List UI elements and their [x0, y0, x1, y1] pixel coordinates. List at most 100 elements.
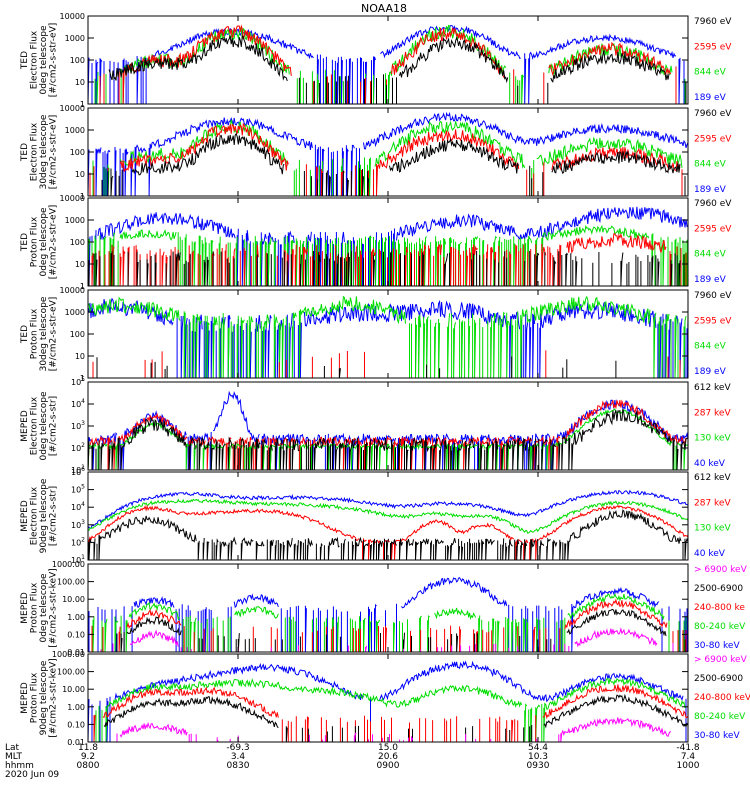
- y-tick-label: 10: [75, 352, 85, 361]
- y-tick-label: 105: [71, 376, 85, 387]
- footer-row-label: Lat: [5, 743, 20, 753]
- series-line-black: [88, 408, 688, 470]
- y-tick-label: 1.00: [67, 613, 85, 622]
- y-tick-label: 0.10: [67, 720, 85, 729]
- series-line-black: [96, 356, 617, 378]
- y-tick-label: 10000: [60, 286, 85, 295]
- legend-entry: > 6900 keV: [694, 655, 748, 665]
- y-axis-label: TEDProton Flux30deg telescope[#/cm2-s-st…: [20, 296, 59, 371]
- y-tick-label: 0.01: [67, 648, 85, 657]
- y-axis-label: TEDElectron Flux0deg telescope[#/cm2-s-s…: [20, 23, 59, 98]
- y-tick-label: 10: [75, 78, 85, 87]
- y-tick-label: 10000: [60, 12, 85, 21]
- legend-entry: 130 keV: [694, 524, 731, 534]
- y-tick-label: 105: [71, 484, 85, 495]
- series-line-black: [116, 608, 686, 652]
- y-tick-label: 10: [75, 170, 85, 179]
- legend-entry: 40 keV: [694, 459, 726, 469]
- y-tick-label: 1: [80, 100, 85, 109]
- legend-entry: 844 eV: [694, 342, 727, 352]
- legend-entry: 240-800 ke: [694, 603, 745, 613]
- series-line-blue: [88, 206, 688, 286]
- legend-entry: 2595 eV: [694, 134, 732, 144]
- footer-row-label: hhmm: [5, 761, 34, 771]
- series-line-black: [103, 693, 688, 742]
- footer-lat-value: 54.4: [528, 743, 548, 753]
- legend-entry: 7960 eV: [694, 17, 732, 27]
- y-tick-label: 1000: [65, 216, 85, 225]
- y-tick-label: 10.00: [62, 685, 85, 694]
- y-tick-label: 102: [71, 442, 85, 453]
- series-line-red: [92, 350, 681, 378]
- y-tick-label: 1: [80, 374, 85, 383]
- plot-frame: [87, 563, 689, 653]
- footer-lat-value: 15.0: [378, 743, 398, 753]
- series-line-blue: [88, 390, 688, 470]
- series-line-black: [88, 250, 685, 286]
- series-line-blue: [88, 297, 688, 378]
- y-tick-label: 103: [71, 519, 85, 530]
- y-axis-label: MEPEDProton Flux0deg telescope[#/cm2-s-s…: [20, 568, 59, 647]
- footer-hhmm-value: 0930: [527, 761, 550, 771]
- y-axis-label: TEDElectron Flux30deg telescope[#/cm2-s-…: [20, 114, 59, 189]
- y-tick-label: 1: [80, 192, 85, 201]
- legend-entry: 844 eV: [694, 160, 727, 170]
- y-axis-label: MEPEDElectron Flux90deg telescope[#/cm2-…: [20, 478, 59, 553]
- legend-entry: 30-80 keV: [694, 731, 740, 741]
- y-axis-label: MEPEDProton Flux90deg telescope[#/cm2-s-…: [20, 658, 59, 737]
- footer-hhmm-value: 1000: [677, 761, 700, 771]
- legend-entry: 2595 eV: [694, 42, 732, 52]
- y-axis-label: MEPEDElectron Flux0deg telescope[#/cm2-s…: [20, 391, 59, 461]
- legend-entry: 612 keV: [694, 473, 731, 483]
- series-line-black: [88, 132, 688, 196]
- legend-entry: 2500-6900: [694, 674, 743, 684]
- y-tick-label: 101: [71, 554, 85, 565]
- footer-hhmm-value: 0900: [377, 761, 400, 771]
- legend-entry: 240-800 keV: [694, 693, 750, 703]
- legend-entry: 189 eV: [694, 367, 727, 377]
- y-tick-label: 10.00: [62, 595, 85, 604]
- panel-8: 0.01 0.10 1.00 10.00 100.00 1000.00MEPEDProto…: [20, 650, 750, 747]
- series-line-black: [88, 509, 688, 560]
- series-line-magenta: [116, 717, 672, 742]
- y-tick-label: 104: [71, 398, 85, 409]
- legend-entry: 287 keV: [694, 498, 731, 508]
- legend-entry: 30-80 keV: [694, 641, 740, 651]
- footer-row-label: MLT: [5, 752, 23, 762]
- legend-entry: 844 eV: [694, 68, 727, 78]
- y-tick-label: 10000: [60, 104, 85, 113]
- y-tick-label: 0.01: [67, 738, 85, 747]
- plot-frame: [87, 381, 689, 471]
- series-line-green: [95, 677, 687, 742]
- legend-entry: 287 keV: [694, 408, 731, 418]
- y-tick-label: 100.00: [57, 578, 85, 587]
- y-tick-label: 1000.00: [52, 560, 85, 569]
- series-line-blue: [88, 660, 687, 742]
- y-tick-label: 1000: [65, 126, 85, 135]
- y-tick-label: 1000.00: [52, 650, 85, 659]
- y-tick-label: 1.00: [67, 703, 85, 712]
- footer-lat-value: 11.8: [78, 743, 98, 753]
- footer-mlt-value: 10.3: [528, 752, 548, 762]
- footer-mlt-value: 3.4: [231, 752, 246, 762]
- series-line-magenta: [100, 627, 674, 652]
- y-tick-label: 1000: [65, 308, 85, 317]
- y-tick-label: 100: [70, 148, 85, 157]
- legend-entry: 40 keV: [694, 549, 726, 559]
- series-line-blue: [88, 489, 688, 530]
- y-tick-label: 100: [70, 330, 85, 339]
- legend-entry: 2595 eV: [694, 224, 732, 234]
- y-tick-label: 10: [75, 260, 85, 269]
- footer-row-label: 2020 Jun 09: [5, 770, 59, 780]
- panel-7: 0.010.101.0010.00100.001000.00MEPEDProto…: [20, 560, 748, 657]
- y-tick-label: 100.00: [57, 668, 85, 677]
- legend-entry: 2595 eV: [694, 316, 732, 326]
- legend-entry: 189 eV: [694, 93, 727, 103]
